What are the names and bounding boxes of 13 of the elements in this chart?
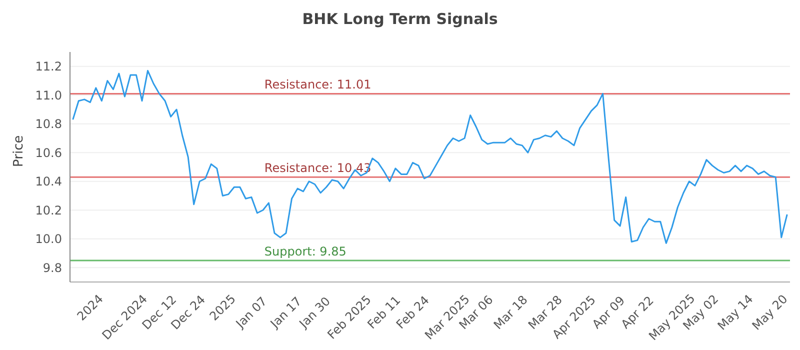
y-tick-label: 10.0 [35, 232, 62, 246]
y-tick-label: 9.8 [42, 260, 62, 275]
y-tick-label: 10.2 [35, 203, 62, 218]
chart-title: BHK Long Term Signals [301, 9, 499, 30]
ref-line-label: Support: 9.85 [264, 244, 346, 258]
y-tick-label: 11.2 [35, 60, 62, 74]
y-tick-label: 10.4 [35, 174, 62, 189]
y-tick-label: 10.6 [35, 146, 62, 160]
y-tick-label: 10.8 [35, 117, 62, 132]
y-tick-label: 11.0 [35, 88, 62, 102]
y-axis-title: Price [12, 135, 27, 167]
ref-line-label: Resistance: 11.01 [264, 78, 372, 92]
line-series [72, 70, 788, 244]
